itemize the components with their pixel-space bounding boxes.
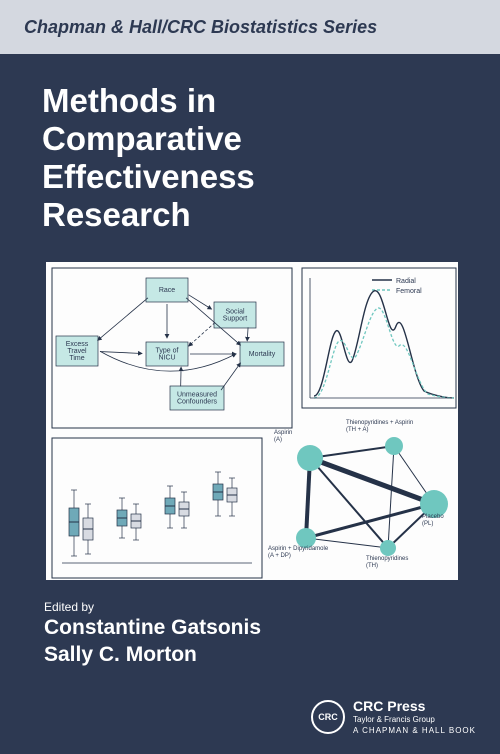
title-line-3: Effectiveness [42,158,500,196]
logo-text: CRC [318,712,338,722]
svg-text:Placebo(PL): Placebo(PL) [422,514,444,527]
publisher-tagline: A CHAPMAN & HALL BOOK [353,726,476,736]
svg-text:Aspirin(A): Aspirin(A) [274,430,292,443]
svg-text:Type ofNICU: Type ofNICU [156,347,179,361]
publisher-text: CRC Press Taylor & Francis Group A CHAPM… [353,698,476,736]
title-line-1: Methods in [42,82,500,120]
figure-svg: RaceSocialSupportExcessTravelTimeType of… [46,262,462,584]
publisher-name: CRC Press [353,698,476,715]
svg-text:SocialSupport: SocialSupport [223,308,248,322]
book-title: Methods in Comparative Effectiveness Res… [0,54,500,234]
svg-text:Thienopyridines(TH): Thienopyridines(TH) [366,556,408,569]
series-header: Chapman & Hall/CRC Biostatistics Series [0,0,500,54]
svg-text:Mortality: Mortality [249,351,276,358]
svg-text:Race: Race [159,287,175,294]
svg-text:Aspirin + Dipyridamole(A + DP): Aspirin + Dipyridamole(A + DP) [268,546,329,559]
svg-text:Thienopyridines + Aspirin(TH +: Thienopyridines + Aspirin(TH + A) [346,420,413,433]
editor-1: Constantine Gatsonis [44,614,261,641]
publisher-block: CRC CRC Press Taylor & Francis Group A C… [311,698,476,736]
svg-text:Radial: Radial [396,278,416,285]
svg-text:Femoral: Femoral [396,288,422,295]
series-title: Chapman & Hall/CRC Biostatistics Series [24,17,377,38]
svg-text:UnmeasuredConfounders: UnmeasuredConfounders [177,391,218,405]
crc-logo-icon: CRC [311,700,345,734]
publisher-sub: Taylor & Francis Group [353,715,476,725]
editors-block: Edited by Constantine Gatsonis Sally C. … [44,600,261,669]
title-line-4: Research [42,196,500,234]
cover-figure-panel: RaceSocialSupportExcessTravelTimeType of… [44,260,460,582]
title-line-2: Comparative [42,120,500,158]
edited-by-label: Edited by [44,600,261,614]
editor-2: Sally C. Morton [44,641,261,668]
